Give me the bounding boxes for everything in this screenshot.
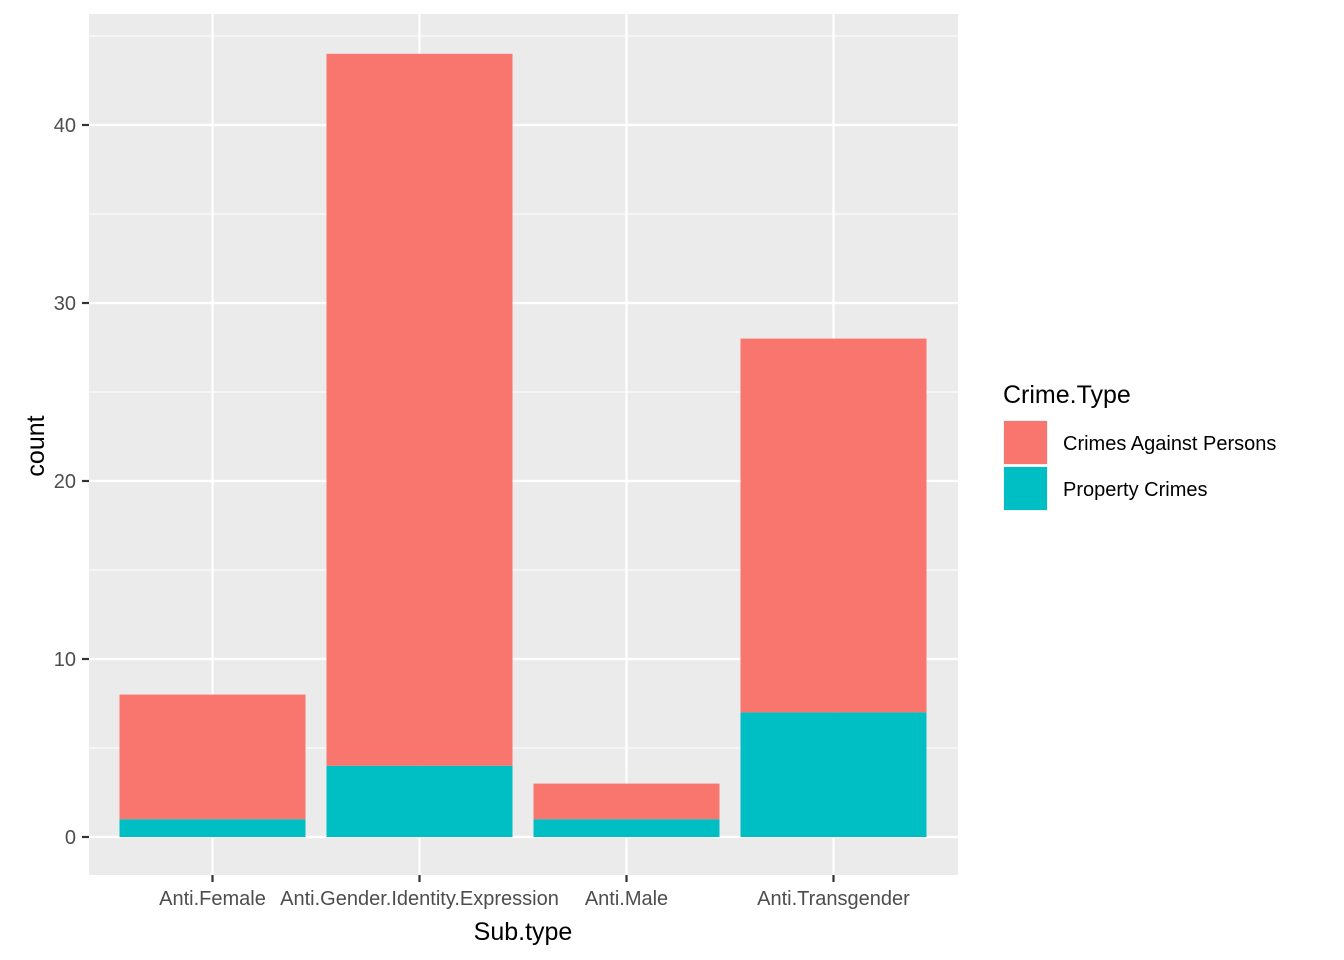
legend-swatch [1004, 421, 1047, 464]
bar-property-crimes-anti-male [533, 819, 720, 837]
x-tick-label: Anti.Transgender [757, 888, 910, 910]
x-tick-label: Anti.Male [585, 888, 668, 910]
x-axis-title: Sub.type [474, 918, 573, 946]
bars [119, 53, 927, 837]
legend-label: Property Crimes [1063, 479, 1207, 501]
x-tick-label: Anti.Female [159, 888, 266, 910]
legend-label: Crimes Against Persons [1063, 433, 1276, 455]
bar-property-crimes-anti-transgender [740, 712, 927, 837]
bar-crimes-against-persons-anti-gender-identity-expression [326, 53, 513, 766]
legend-items: Crimes Against Persons Property Crimes [1003, 420, 1276, 511]
y-tick-label: 0 [65, 827, 76, 849]
bar-property-crimes-anti-female [119, 819, 306, 837]
legend-swatch [1004, 467, 1047, 510]
legend: Crime.Type Crimes Against Persons Propert… [1003, 381, 1276, 511]
y-tick-label: 10 [54, 649, 76, 671]
bar-crimes-against-persons-anti-female [119, 694, 306, 820]
bar-property-crimes-anti-gender-identity-expression [326, 765, 513, 837]
y-axis: 0 10 20 30 40 [54, 115, 89, 849]
bar-crimes-against-persons-anti-transgender [740, 338, 927, 713]
y-tick-label: 40 [54, 115, 76, 137]
y-tick-label: 30 [54, 293, 76, 315]
y-tick-label: 20 [54, 471, 76, 493]
x-axis: Anti.Female Anti.Gender.Identity.Expressi… [159, 875, 910, 910]
legend-title: Crime.Type [1003, 381, 1131, 409]
x-tick-label: Anti.Gender.Identity.Expression [280, 888, 559, 910]
bar-crimes-against-persons-anti-male [533, 783, 720, 820]
y-axis-title: count [22, 415, 50, 476]
